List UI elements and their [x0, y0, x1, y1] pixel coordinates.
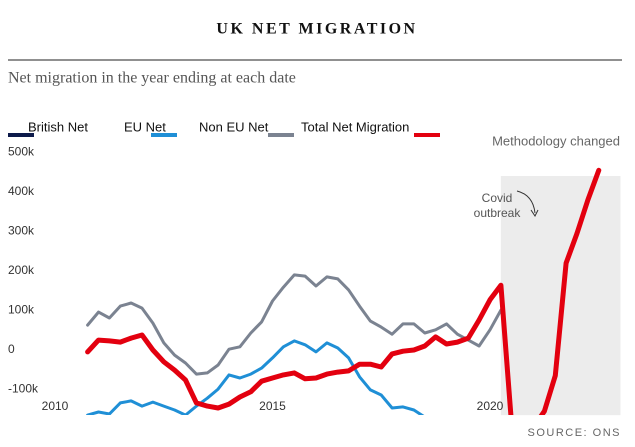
y-tick-label: 400k — [8, 184, 35, 198]
subtitle: Net migration in the year ending at each… — [8, 70, 296, 87]
legend: British Net EU Net Non EU Net Total Net Mig… — [8, 119, 440, 137]
source: SOURCE: ONS — [527, 427, 621, 439]
y-tick-label: 200k — [8, 263, 35, 277]
y-tick-label: -100k — [8, 382, 39, 396]
x-tick-label: 2020 — [477, 399, 504, 413]
y-tick-label: 300k — [8, 224, 35, 238]
covid-arrow-head — [530, 209, 539, 217]
covid-arrow — [516, 190, 536, 214]
series-line — [86, 339, 425, 415]
covid-note: Covid — [482, 191, 513, 205]
line-layer — [85, 167, 602, 415]
series-line — [86, 273, 503, 376]
legend-label: EU Net — [124, 119, 166, 134]
series-line — [85, 167, 602, 415]
x-tick-label: 2010 — [42, 399, 69, 413]
y-tick-label: 0 — [8, 342, 15, 356]
covid-note: outbreak — [474, 206, 522, 220]
x-tick-label: 2015 — [259, 399, 286, 413]
legend-label: Total Net Migration — [301, 119, 409, 134]
tick-layer: -100k 0 100k 200k 300k 400k 500k 2010 2015 2020 — [8, 145, 504, 414]
legend-label: Non EU Net — [199, 119, 269, 134]
methodology-note: Methodology changed — [492, 133, 620, 148]
legend-label: British Net — [28, 119, 88, 134]
y-tick-label: 100k — [8, 303, 35, 317]
chart-title: UK NET MIGRATION — [216, 21, 417, 38]
y-tick-label: 500k — [8, 145, 35, 159]
